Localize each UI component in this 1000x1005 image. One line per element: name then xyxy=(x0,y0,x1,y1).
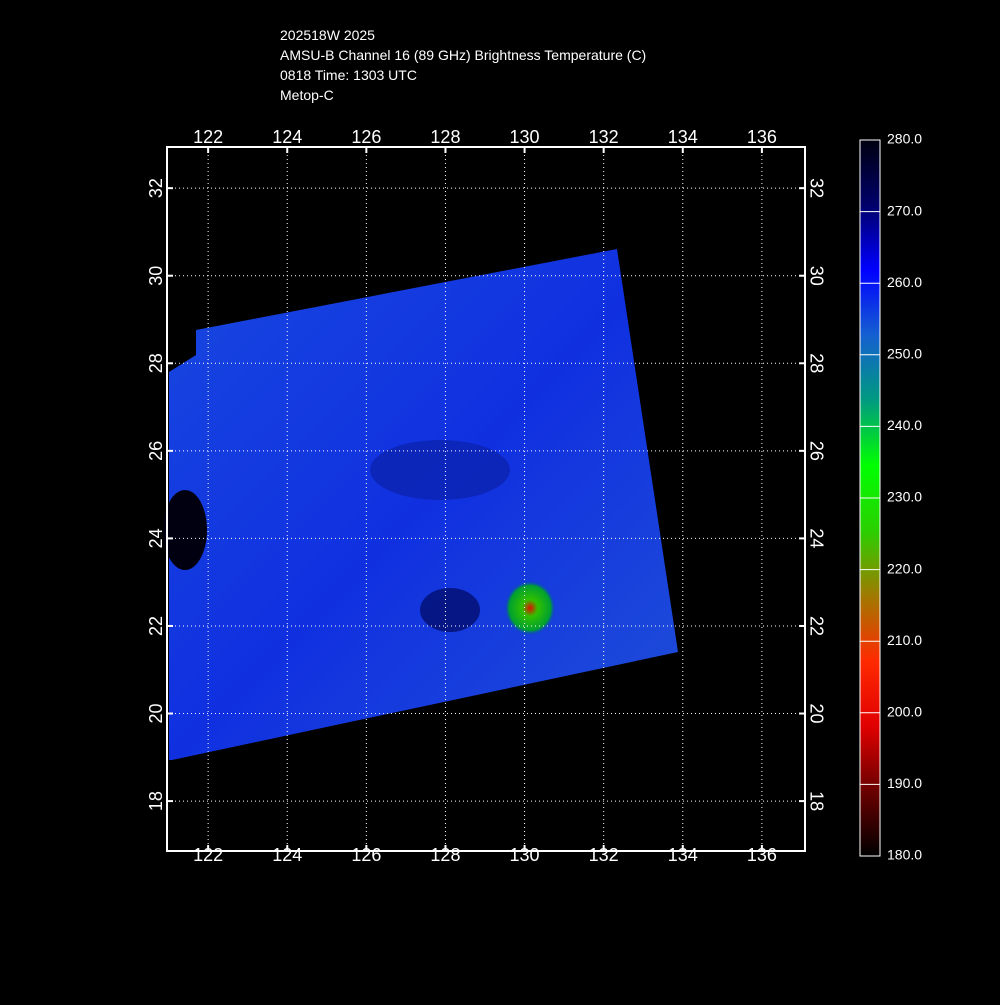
y-tick-label: 20 xyxy=(146,704,166,724)
colorbar-label: 200.0 xyxy=(887,704,922,720)
x-tick-label: 128 xyxy=(430,127,460,147)
x-tick-label: 126 xyxy=(351,845,381,865)
colorbar-label: 220.0 xyxy=(887,560,922,576)
x-tick-label: 132 xyxy=(589,845,619,865)
y-tick-label: 22 xyxy=(146,616,166,636)
colorbar-label: 240.0 xyxy=(887,417,922,433)
colorbar-label: 260.0 xyxy=(887,274,922,290)
y-tick-label: 28 xyxy=(146,353,166,373)
y-tick-label: 18 xyxy=(806,791,826,811)
y-tick-label: 30 xyxy=(146,266,166,286)
colorbar-label: 230.0 xyxy=(887,489,922,505)
y-tick-label: 32 xyxy=(806,178,826,198)
y-tick-label: 24 xyxy=(806,528,826,548)
title-line: Metop-C xyxy=(280,87,334,103)
x-tick-label: 122 xyxy=(193,127,223,147)
x-tick-label: 136 xyxy=(747,845,777,865)
x-tick-label: 122 xyxy=(193,845,223,865)
x-tick-label: 124 xyxy=(272,127,302,147)
colorbar-label: 180.0 xyxy=(887,847,922,863)
x-tick-label: 128 xyxy=(430,845,460,865)
x-tick-label: 130 xyxy=(510,845,540,865)
dark-area xyxy=(420,588,480,632)
colorbar-label: 250.0 xyxy=(887,346,922,362)
colorbar-label: 270.0 xyxy=(887,202,922,218)
map-frame xyxy=(166,146,806,852)
x-tick-label: 134 xyxy=(668,127,698,147)
x-tick-label: 130 xyxy=(510,127,540,147)
x-tick-label: 132 xyxy=(589,127,619,147)
colorbar-label: 280.0 xyxy=(887,131,922,147)
title-line: 202518W 2025 xyxy=(280,27,375,43)
y-tick-label: 30 xyxy=(806,266,826,286)
x-tick-label: 136 xyxy=(747,127,777,147)
y-tick-label: 20 xyxy=(806,704,826,724)
y-tick-label: 32 xyxy=(146,178,166,198)
land-dark xyxy=(163,490,207,570)
y-tick-label: 18 xyxy=(146,791,166,811)
y-tick-label: 26 xyxy=(146,441,166,461)
y-tick-label: 22 xyxy=(806,616,826,636)
x-tick-label: 126 xyxy=(351,127,381,147)
swath-image xyxy=(169,249,678,760)
colorbar-label: 190.0 xyxy=(887,775,922,791)
swath xyxy=(163,249,678,760)
convection xyxy=(504,580,556,636)
y-tick-label: 26 xyxy=(806,441,826,461)
y-tick-label: 28 xyxy=(806,353,826,373)
colorbar-label: 210.0 xyxy=(887,632,922,648)
dark-area xyxy=(370,440,510,500)
title-line: AMSU-B Channel 16 (89 GHz) Brightness Te… xyxy=(280,47,646,63)
x-tick-label: 124 xyxy=(272,845,302,865)
title-line: 0818 Time: 1303 UTC xyxy=(280,67,417,83)
x-tick-label: 134 xyxy=(668,845,698,865)
y-tick-label: 24 xyxy=(146,528,166,548)
